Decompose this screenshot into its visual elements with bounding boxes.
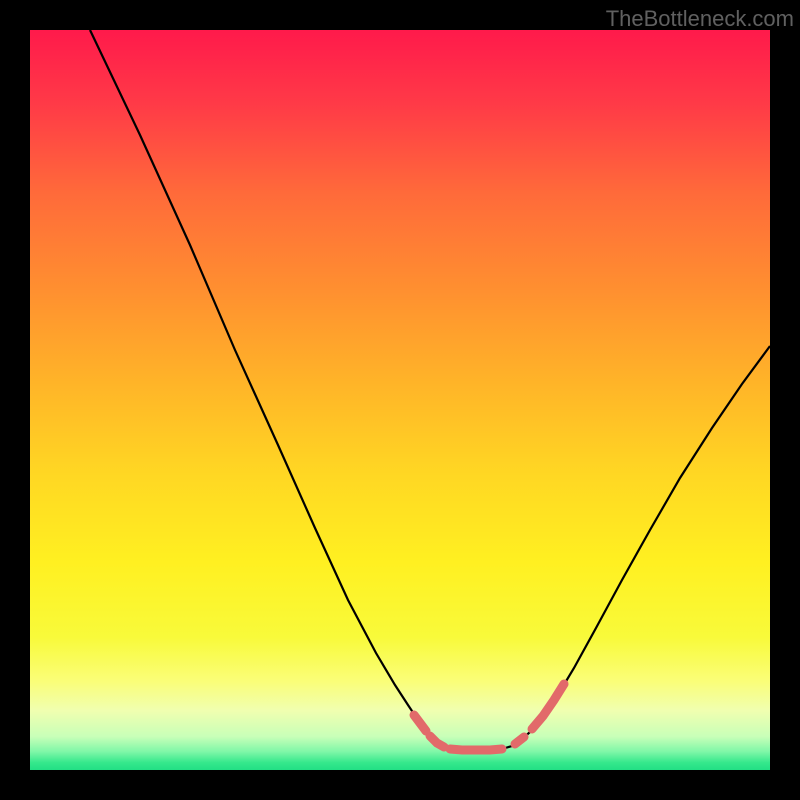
highlight-group xyxy=(414,684,564,750)
highlight-segment xyxy=(414,715,426,731)
watermark-text: TheBottleneck.com xyxy=(606,6,794,32)
highlight-segment xyxy=(430,736,444,747)
highlight-segment xyxy=(515,737,524,744)
highlight-segment xyxy=(532,684,564,729)
chart-overlay xyxy=(0,0,800,800)
highlight-segment xyxy=(450,749,502,750)
bottleneck-curve xyxy=(90,30,770,750)
